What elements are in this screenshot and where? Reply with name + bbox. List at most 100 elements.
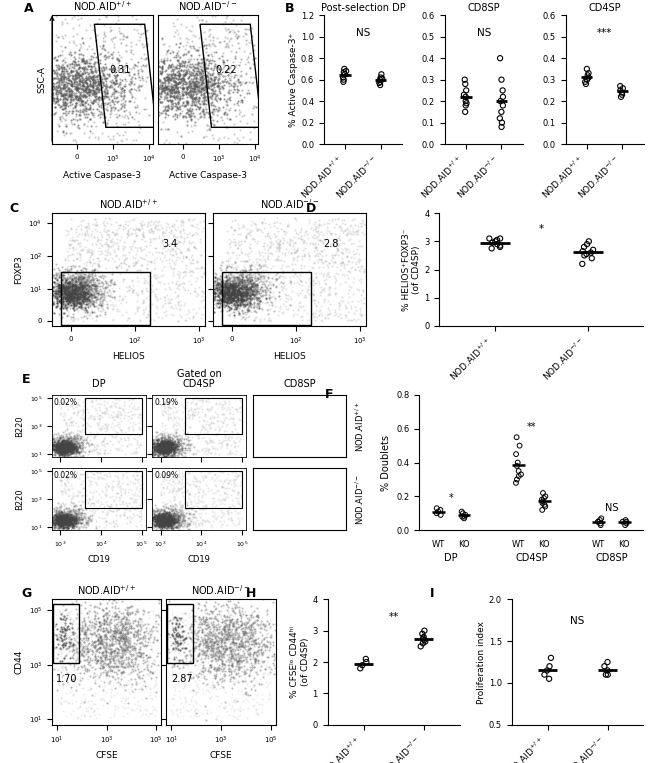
Point xyxy=(146,507,156,520)
Point xyxy=(227,280,237,292)
Point xyxy=(239,294,249,306)
Point xyxy=(179,649,190,662)
Point xyxy=(101,468,111,481)
Point xyxy=(356,217,367,229)
Point xyxy=(75,240,85,252)
Point xyxy=(234,413,244,425)
Point xyxy=(58,448,68,460)
Point xyxy=(71,105,81,118)
Point xyxy=(157,525,167,537)
Point xyxy=(151,64,162,76)
Point xyxy=(114,627,125,639)
Point xyxy=(104,92,114,105)
Point xyxy=(59,445,70,457)
Point xyxy=(222,291,232,304)
Point xyxy=(118,612,128,624)
Point xyxy=(76,283,86,295)
Point xyxy=(160,282,170,295)
Point xyxy=(174,519,185,531)
Point xyxy=(241,67,252,79)
Point xyxy=(154,515,164,527)
Point xyxy=(53,285,63,298)
Point xyxy=(61,434,72,446)
Point xyxy=(240,287,250,299)
Point xyxy=(62,291,73,304)
Point xyxy=(72,243,82,256)
Point xyxy=(198,69,208,81)
Point xyxy=(244,285,254,298)
Point xyxy=(191,89,202,101)
Point xyxy=(178,98,188,110)
Point xyxy=(59,439,70,451)
Point xyxy=(170,26,181,38)
Point xyxy=(233,654,244,666)
Point xyxy=(182,230,192,243)
Point xyxy=(71,439,81,452)
Point xyxy=(90,63,100,75)
Point xyxy=(79,427,90,439)
Point xyxy=(73,301,84,313)
Point xyxy=(67,89,77,101)
Point xyxy=(213,642,223,654)
Point xyxy=(73,511,84,523)
Point xyxy=(131,653,141,665)
Point xyxy=(333,240,343,252)
Point xyxy=(229,678,239,691)
Point xyxy=(102,597,112,610)
Point xyxy=(186,80,196,92)
Point xyxy=(230,301,240,313)
Point xyxy=(167,442,177,454)
Point xyxy=(85,70,96,82)
Point xyxy=(224,443,235,456)
Point xyxy=(264,242,274,254)
Point xyxy=(101,649,111,662)
Point xyxy=(231,286,242,298)
Point xyxy=(62,447,73,459)
Point xyxy=(75,513,85,526)
Point xyxy=(67,490,77,502)
Point xyxy=(114,494,124,506)
Point xyxy=(210,290,220,302)
Point xyxy=(57,442,67,454)
Point xyxy=(104,69,114,82)
Point xyxy=(94,94,104,106)
Point xyxy=(234,288,244,300)
Point xyxy=(64,69,75,82)
Point xyxy=(59,301,70,313)
Point xyxy=(226,287,237,299)
Point xyxy=(68,511,78,523)
Point xyxy=(57,510,67,523)
Point xyxy=(222,269,232,282)
Point xyxy=(70,99,81,111)
Point xyxy=(111,470,122,482)
Point xyxy=(110,682,120,694)
Point xyxy=(198,60,208,72)
Point xyxy=(123,478,133,490)
Point xyxy=(107,465,117,478)
Point xyxy=(161,434,171,446)
Point xyxy=(53,94,64,106)
Point xyxy=(205,659,215,671)
Point xyxy=(235,710,245,722)
Point xyxy=(116,668,126,681)
Point xyxy=(122,677,132,689)
Point xyxy=(124,260,134,272)
Point xyxy=(202,613,212,625)
Point xyxy=(311,242,322,254)
Point xyxy=(276,609,287,621)
Point xyxy=(117,73,127,85)
Point xyxy=(247,272,257,284)
Point xyxy=(246,283,257,295)
Point xyxy=(220,284,230,296)
Point xyxy=(233,497,244,510)
Point xyxy=(100,616,110,628)
Point xyxy=(75,278,85,290)
Point xyxy=(157,446,167,458)
Point xyxy=(261,652,272,664)
Point xyxy=(191,479,202,491)
Point xyxy=(163,517,174,529)
Point xyxy=(70,513,81,526)
Point xyxy=(59,440,70,452)
Point xyxy=(110,651,120,663)
Point xyxy=(223,283,233,295)
